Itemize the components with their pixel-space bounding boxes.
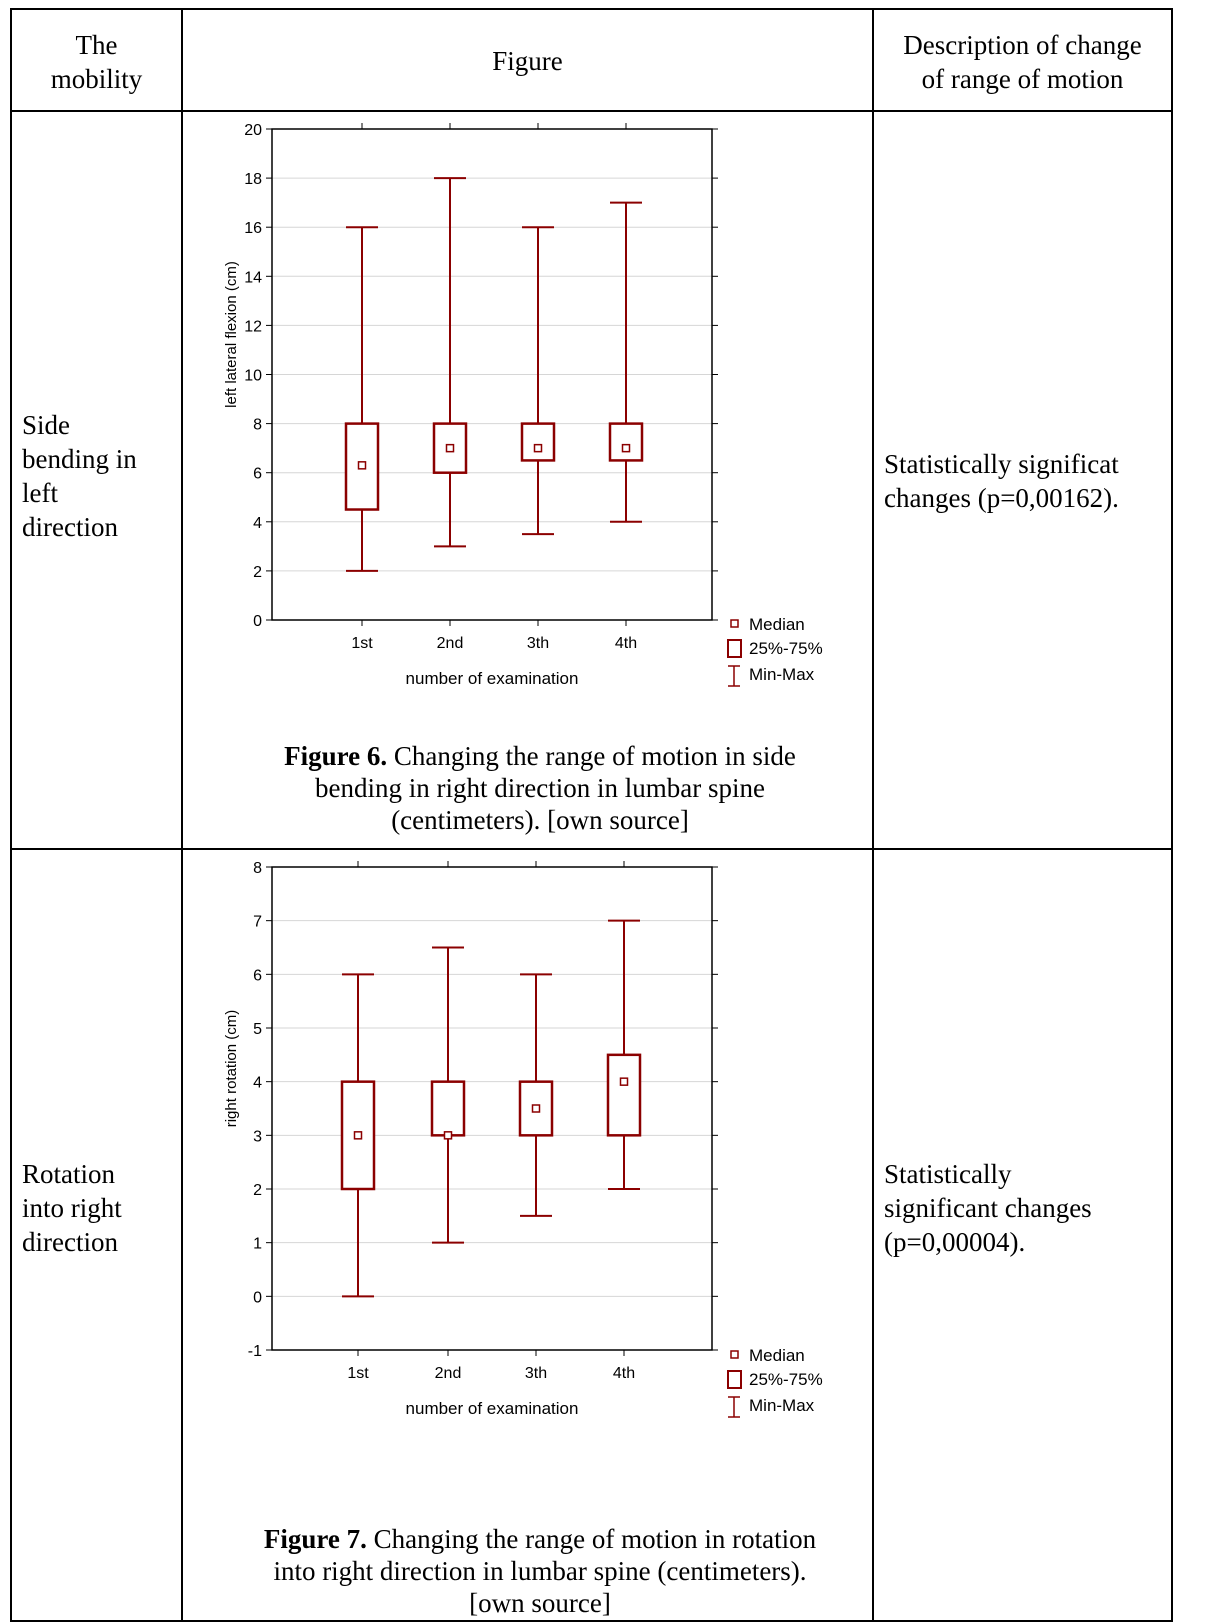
legend-whisker-label: Min-Max: [749, 1396, 815, 1415]
row2-description: Statistically significant changes (p=0,0…: [884, 1159, 1092, 1257]
x-tick-label: 2nd: [437, 635, 464, 652]
legend-median-label: Median: [749, 615, 805, 634]
median-marker: [621, 443, 631, 453]
median-marker: [443, 1131, 453, 1140]
plot-frame: [271, 866, 713, 1351]
legend-box-label: 25%-75%: [749, 639, 823, 658]
table-divider-1: [181, 8, 183, 1622]
y-tick-label: 4: [253, 515, 262, 532]
box-iqr: [430, 1080, 466, 1137]
y-tick-label: 3: [253, 1128, 262, 1145]
row2-mobility: Rotation into right direction: [22, 1159, 122, 1257]
x-tick-label: 1st: [347, 1365, 369, 1382]
table-border-top: [10, 8, 1173, 10]
x-axis-label: number of examination: [406, 1399, 579, 1418]
median-marker: [357, 461, 367, 470]
median-marker: [533, 443, 543, 453]
header-figure: Figure: [492, 46, 563, 76]
table-border-row: [10, 848, 1173, 850]
x-tick-label: 3th: [525, 1365, 547, 1382]
legend-median-label: Median: [749, 1346, 805, 1365]
x-tick-label: 1st: [351, 635, 373, 652]
median-marker: [445, 443, 455, 453]
y-tick-label: 12: [244, 318, 262, 335]
x-tick-label: 3th: [527, 635, 549, 652]
table-border-left: [10, 8, 12, 1622]
box-iqr: [606, 1053, 642, 1137]
row1-description: Statistically significat changes (p=0,00…: [884, 449, 1119, 513]
y-tick-label: 8: [253, 417, 262, 434]
box-iqr: [518, 1080, 554, 1137]
y-tick-label: 8: [253, 860, 262, 877]
y-axis-label: left lateral flexion (cm): [223, 261, 240, 408]
legend-box-marker: [727, 639, 742, 658]
figure-6-caption: Figure 6. Changing the range of motion i…: [284, 741, 796, 835]
x-tick-label: 4th: [613, 1365, 635, 1382]
y-tick-label: 18: [244, 171, 262, 188]
y-tick-label: 7: [253, 914, 262, 931]
y-tick-label: -1: [248, 1343, 262, 1360]
x-axis-label: number of examination: [406, 669, 579, 688]
table-border-bottom: [10, 1620, 1173, 1622]
legend-box-marker: [727, 1370, 742, 1389]
y-tick-label: 16: [244, 220, 262, 237]
table-border-header: [10, 110, 1173, 112]
legend-whisker-label: Min-Max: [749, 665, 815, 684]
chart-right-rotation: -1 0 1 2 3 4 5 6 7 8 1st 2nd 3th 4th number of examina…: [223, 860, 823, 1418]
plot-frame: [271, 128, 713, 621]
median-marker: [531, 1104, 541, 1113]
box-iqr: [520, 422, 556, 462]
y-tick-label: 5: [253, 1021, 262, 1038]
table-border-right: [1171, 8, 1173, 1622]
median-marker: [619, 1077, 629, 1086]
y-tick-label: 6: [253, 466, 262, 483]
y-tick-label: 20: [244, 122, 262, 139]
y-tick-label: 10: [244, 368, 262, 385]
chart-left-lateral-flexion: 0 2 4 6 8 10 12 14 16 18 20 1st 2nd 3th 4th number of e…: [223, 122, 823, 688]
legend-median-marker: [730, 619, 739, 628]
y-tick-label: 4: [253, 1075, 262, 1092]
table-divider-2: [872, 8, 874, 1622]
caption-label: Figure 6.: [284, 741, 388, 771]
x-tick-label: 2nd: [435, 1365, 462, 1382]
y-tick-label: 2: [253, 564, 262, 581]
header-mobility: The mobility: [50, 30, 143, 94]
y-tick-label: 2: [253, 1182, 262, 1199]
row1-mobility: Side bending in left direction: [22, 410, 137, 542]
figure-7-caption: Figure 7. Changing the range of motion i…: [263, 1524, 817, 1618]
y-tick-label: 6: [253, 967, 262, 984]
y-tick-label: 1: [253, 1236, 262, 1253]
y-tick-label: 0: [253, 1289, 262, 1306]
legend-median-marker: [730, 1350, 739, 1359]
box-iqr: [608, 422, 644, 462]
x-tick-label: 4th: [615, 635, 637, 652]
header-description: Description of change of range of motion: [903, 30, 1142, 94]
caption-label: Figure 7.: [263, 1524, 367, 1554]
y-axis-label: right rotation (cm): [223, 1010, 240, 1128]
y-tick-label: 14: [244, 269, 262, 286]
y-tick-label: 0: [253, 613, 262, 630]
legend-box-label: 25%-75%: [749, 1370, 823, 1389]
median-marker: [353, 1131, 363, 1140]
